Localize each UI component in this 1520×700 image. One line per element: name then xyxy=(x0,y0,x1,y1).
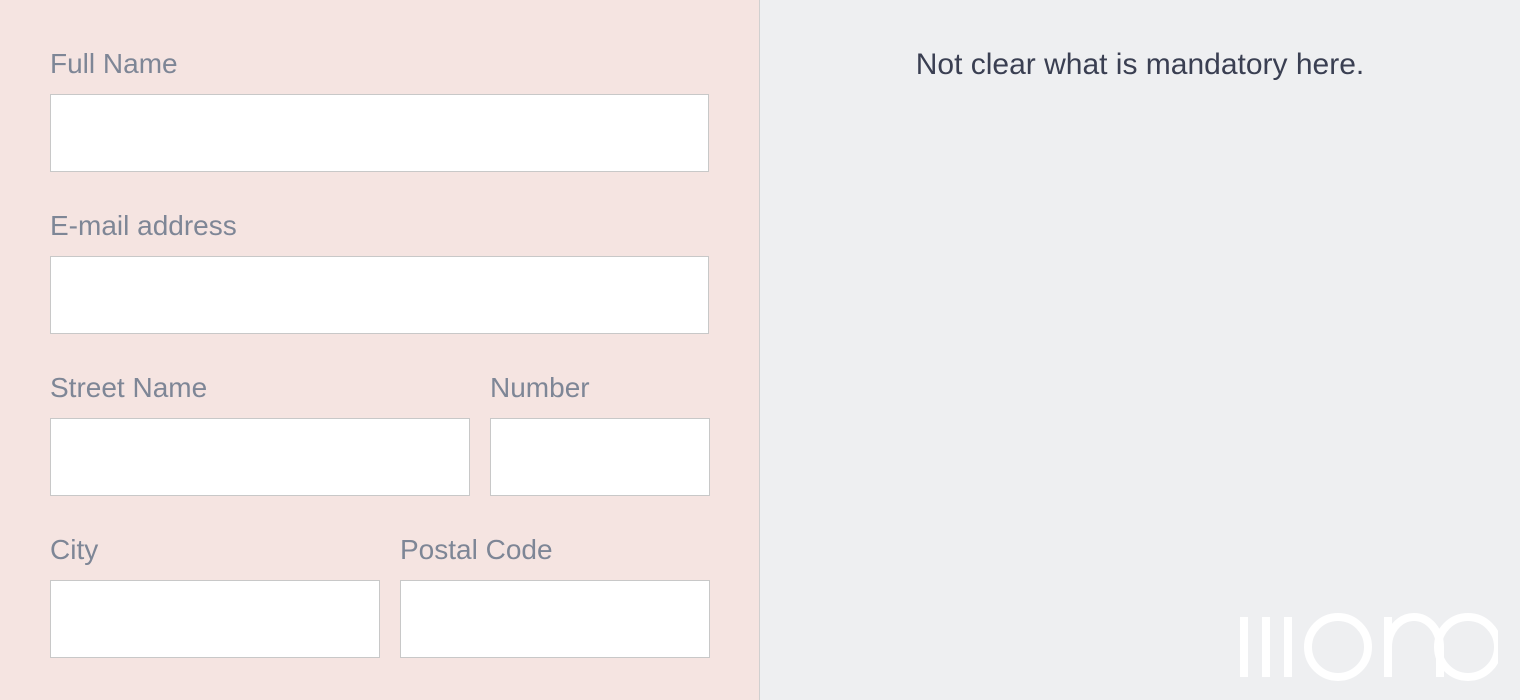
streetname-label: Street Name xyxy=(50,372,470,404)
annotation-text: Not clear what is mandatory here. xyxy=(810,48,1470,82)
form-col-number: Number xyxy=(490,372,710,496)
city-label: City xyxy=(50,534,380,566)
form-col-street: Street Name xyxy=(50,372,470,496)
mono-logo xyxy=(1238,607,1498,682)
city-input[interactable] xyxy=(50,580,380,658)
number-label: Number xyxy=(490,372,710,404)
annotation-panel: Not clear what is mandatory here. xyxy=(760,0,1520,700)
form-group-email: E-mail address xyxy=(50,210,709,334)
fullname-input[interactable] xyxy=(50,94,709,172)
number-input[interactable] xyxy=(490,418,710,496)
streetname-input[interactable] xyxy=(50,418,470,496)
fullname-label: Full Name xyxy=(50,48,709,80)
form-row-street: Street Name Number xyxy=(50,372,709,496)
form-col-postal: Postal Code xyxy=(400,534,710,658)
postalcode-label: Postal Code xyxy=(400,534,710,566)
email-input[interactable] xyxy=(50,256,709,334)
form-group-fullname: Full Name xyxy=(50,48,709,172)
email-label: E-mail address xyxy=(50,210,709,242)
postalcode-input[interactable] xyxy=(400,580,710,658)
form-col-city: City xyxy=(50,534,380,658)
form-panel: Full Name E-mail address Street Name Num… xyxy=(0,0,760,700)
form-row-city: City Postal Code xyxy=(50,534,709,658)
